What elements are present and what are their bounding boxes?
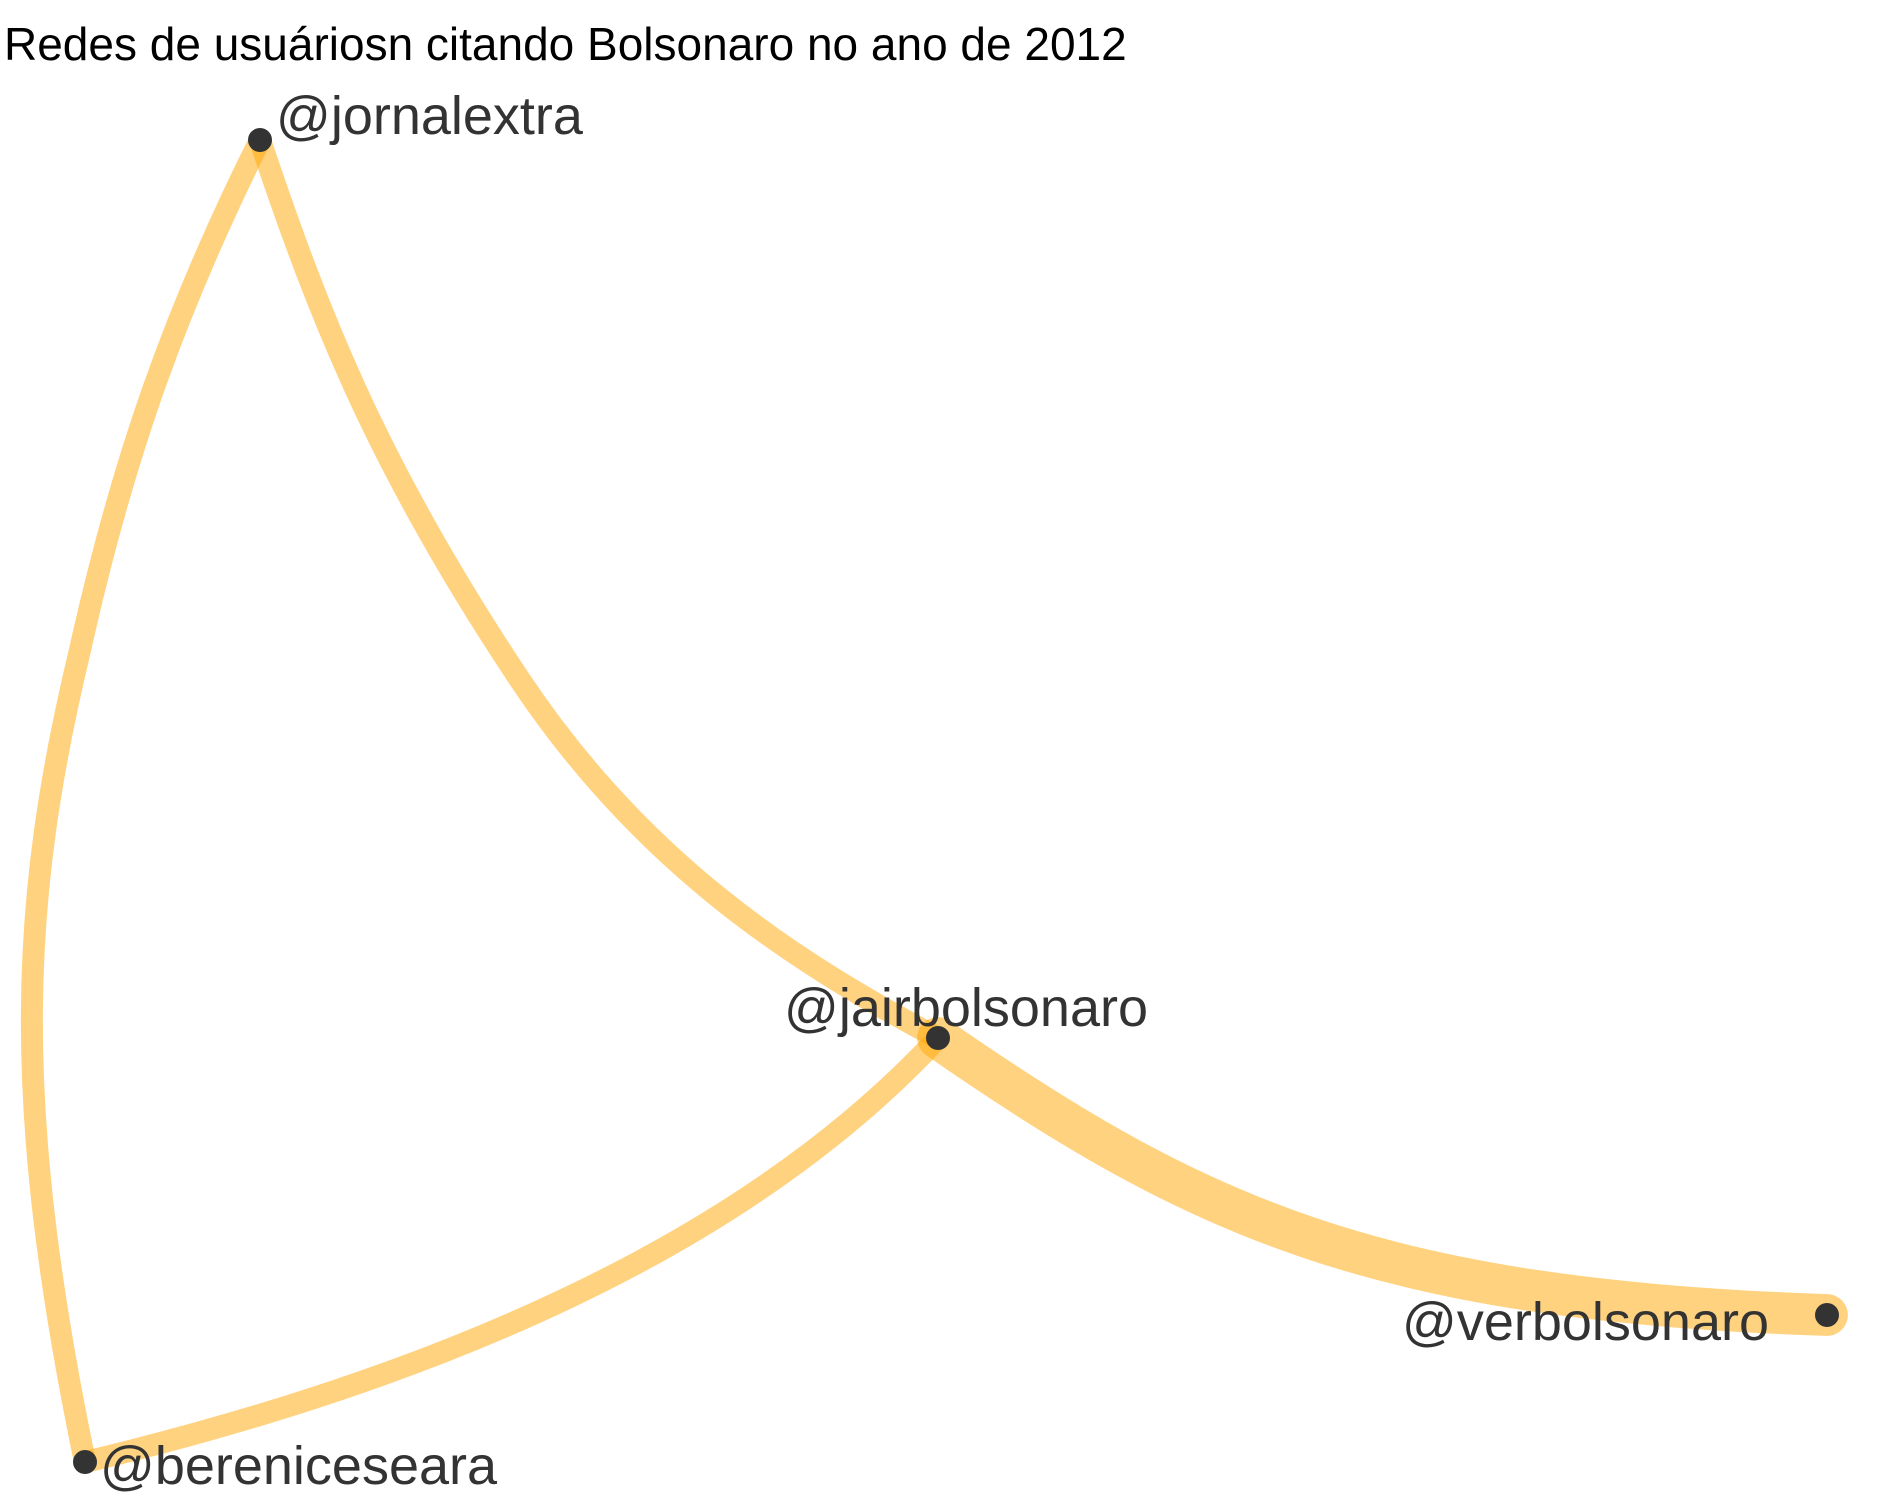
chart-title: Redes de usuáriosn citando Bolsonaro no … — [4, 18, 1127, 70]
node-label-berenice: @bereniceseara — [100, 1436, 498, 1496]
node-berenice — [73, 1450, 97, 1474]
edge-jairbolsonaro-berenice — [74, 1027, 949, 1473]
edge-jairbolsonaro-verbolsonaro — [917, 1017, 1848, 1336]
labels-layer: @jornalextra @jairbolsonaro @verbolsonaro @… — [100, 86, 1769, 1496]
node-jairbolsonaro — [926, 1026, 950, 1050]
node-jornalextra — [248, 128, 272, 152]
nodes-layer — [73, 128, 1839, 1474]
node-label-jornalextra: @jornalextra — [276, 86, 584, 146]
node-label-jairbolsonaro: @jairbolsonaro — [784, 978, 1148, 1038]
edges-layer — [20, 129, 1848, 1473]
edge-jornalextra-jairbolsonaro — [249, 129, 949, 1049]
node-verbolsonaro — [1815, 1303, 1839, 1327]
edge-jornalextra-berenice — [20, 129, 271, 1473]
node-label-verbolsonaro: @verbolsonaro — [1402, 1292, 1769, 1352]
